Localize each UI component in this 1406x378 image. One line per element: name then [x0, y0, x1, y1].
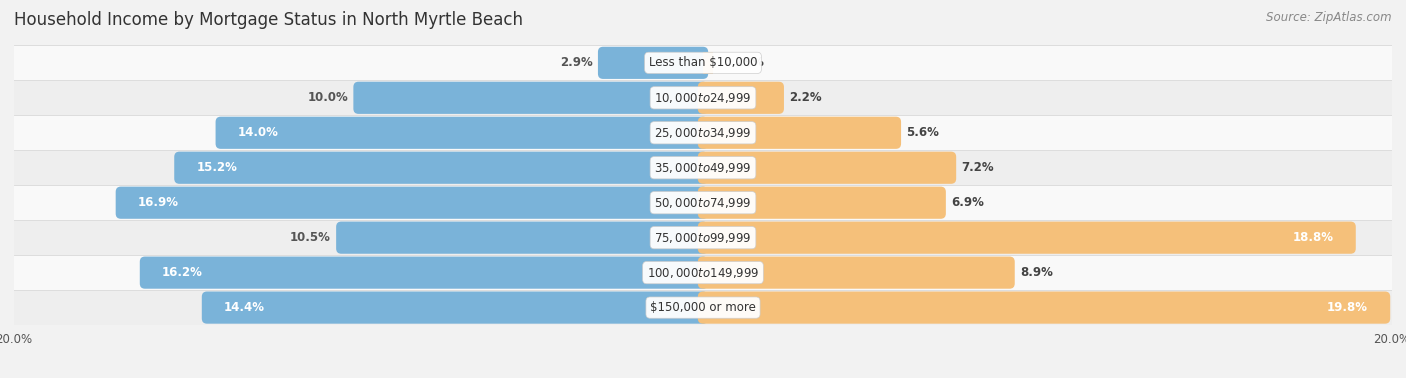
- FancyBboxPatch shape: [336, 222, 709, 254]
- Text: 2.9%: 2.9%: [560, 56, 593, 69]
- Text: Less than $10,000: Less than $10,000: [648, 56, 758, 69]
- Text: 0.29%: 0.29%: [723, 56, 765, 69]
- Text: 16.9%: 16.9%: [138, 196, 179, 209]
- FancyBboxPatch shape: [14, 115, 1392, 150]
- Text: $25,000 to $34,999: $25,000 to $34,999: [654, 126, 752, 140]
- Text: 18.8%: 18.8%: [1292, 231, 1333, 244]
- FancyBboxPatch shape: [697, 117, 901, 149]
- Text: 14.0%: 14.0%: [238, 126, 278, 139]
- FancyBboxPatch shape: [174, 152, 709, 184]
- FancyBboxPatch shape: [14, 150, 1392, 185]
- FancyBboxPatch shape: [14, 185, 1392, 220]
- FancyBboxPatch shape: [697, 257, 1015, 289]
- Legend: Without Mortgage, With Mortgage: Without Mortgage, With Mortgage: [572, 375, 834, 378]
- Text: 19.8%: 19.8%: [1327, 301, 1368, 314]
- FancyBboxPatch shape: [353, 82, 709, 114]
- Text: $75,000 to $99,999: $75,000 to $99,999: [654, 231, 752, 245]
- Text: $10,000 to $24,999: $10,000 to $24,999: [654, 91, 752, 105]
- Text: 10.5%: 10.5%: [290, 231, 330, 244]
- FancyBboxPatch shape: [14, 290, 1392, 325]
- Text: 8.9%: 8.9%: [1019, 266, 1053, 279]
- FancyBboxPatch shape: [697, 291, 1391, 324]
- FancyBboxPatch shape: [697, 82, 785, 114]
- FancyBboxPatch shape: [14, 220, 1392, 255]
- Text: 6.9%: 6.9%: [950, 196, 984, 209]
- Text: Source: ZipAtlas.com: Source: ZipAtlas.com: [1267, 11, 1392, 24]
- Bar: [703, 52, 713, 74]
- Text: 10.0%: 10.0%: [308, 91, 349, 104]
- FancyBboxPatch shape: [215, 117, 709, 149]
- FancyBboxPatch shape: [697, 152, 956, 184]
- FancyBboxPatch shape: [697, 222, 1355, 254]
- Text: $50,000 to $74,999: $50,000 to $74,999: [654, 196, 752, 210]
- Text: 7.2%: 7.2%: [962, 161, 994, 174]
- Text: $150,000 or more: $150,000 or more: [650, 301, 756, 314]
- Text: Household Income by Mortgage Status in North Myrtle Beach: Household Income by Mortgage Status in N…: [14, 11, 523, 29]
- Text: 5.6%: 5.6%: [907, 126, 939, 139]
- FancyBboxPatch shape: [598, 47, 709, 79]
- Text: 15.2%: 15.2%: [197, 161, 238, 174]
- Text: 14.4%: 14.4%: [224, 301, 266, 314]
- FancyBboxPatch shape: [14, 81, 1392, 115]
- FancyBboxPatch shape: [14, 255, 1392, 290]
- Text: 2.2%: 2.2%: [789, 91, 821, 104]
- FancyBboxPatch shape: [202, 291, 709, 324]
- Text: $35,000 to $49,999: $35,000 to $49,999: [654, 161, 752, 175]
- FancyBboxPatch shape: [697, 187, 946, 219]
- FancyBboxPatch shape: [139, 257, 709, 289]
- FancyBboxPatch shape: [115, 187, 709, 219]
- Text: 16.2%: 16.2%: [162, 266, 202, 279]
- FancyBboxPatch shape: [14, 45, 1392, 81]
- Text: $100,000 to $149,999: $100,000 to $149,999: [647, 266, 759, 280]
